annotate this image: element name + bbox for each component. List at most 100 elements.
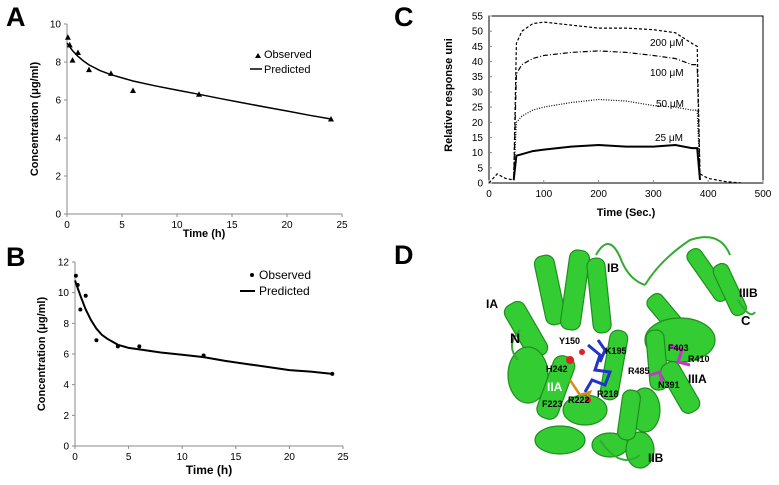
chart-a-legend: Observed Predicted: [250, 49, 312, 76]
chart-b-xlabel: Time (h): [186, 463, 232, 477]
domain-label-iib: IIB: [648, 451, 664, 465]
panel-letter-c: C: [394, 2, 414, 32]
domain-label-iiia: IIIA: [688, 372, 707, 386]
helix-bundle-left: [503, 249, 655, 469]
chart-a: 0 5 10 15 20 25 0 2 4 6 8 10 Time (h) Concentration…: [29, 20, 348, 241]
chart-b-xtick-label: 0: [72, 452, 78, 463]
ligand-site-1: [566, 339, 613, 403]
chart-a-observed-point: [75, 49, 81, 55]
chart-a-predicted-line: [66, 42, 332, 120]
chart-b-ytick-label: 2: [63, 411, 69, 422]
chart-b-observed-point: [83, 293, 88, 298]
chart-b-xtick-label: 25: [337, 452, 349, 463]
chart-a-observed-point: [64, 34, 71, 40]
legend-observed-label: Observed: [259, 268, 311, 282]
chart-c-xtick-label: 0: [486, 189, 492, 200]
series-label-200: 200 μM: [650, 38, 684, 49]
chart-a-xtick-label: 25: [336, 220, 348, 231]
chart-a-observed-point: [69, 57, 76, 63]
residue-h242: H242: [546, 364, 568, 374]
chart-b-ytick-label: 10: [58, 288, 70, 299]
chart-b-observed-point: [330, 371, 335, 376]
chart-b-legend: Observed Predicted: [240, 268, 311, 298]
chart-b-ytick-label: 12: [58, 258, 70, 269]
chart-c-ytick-label: 50: [472, 27, 484, 38]
chart-a-observed-point: [108, 70, 114, 76]
residue-n391: N391: [658, 380, 680, 390]
chart-a-xlabel: Time (h): [183, 228, 226, 240]
chart-b-observed-point: [75, 283, 80, 287]
chart-c-series-line-2: [513, 98, 701, 181]
chart-c-series-line-0: [488, 21, 742, 184]
residue-f223: F223: [542, 399, 563, 409]
chart-c-xtick-label: 100: [535, 189, 552, 200]
chart-b-xtick-label: 5: [126, 452, 132, 463]
chart-b-ytick-label: 4: [63, 380, 69, 391]
chart-c-ytick-label: 30: [472, 87, 484, 98]
chart-b-ytick-label: 0: [63, 442, 69, 453]
chart-c-xlabel: Time (Sec.): [597, 207, 656, 219]
chart-c-xtick-label: 200: [590, 189, 607, 200]
chart-a-observed-point: [86, 66, 92, 73]
ligand-site-2: [649, 343, 691, 383]
legend-predicted-label: Predicted: [259, 284, 310, 298]
chart-b-xtick-label: 20: [284, 452, 296, 463]
protein-structure: IA IB IIA IIB IIIA IIIB N C Y150 K195 H2…: [486, 236, 758, 469]
chart-c-ytick-label: 35: [472, 72, 484, 83]
domain-label-iia: IIA: [547, 380, 563, 394]
legend-predicted-label: Predicted: [264, 64, 310, 76]
chart-b-observed-point: [94, 338, 99, 343]
chart-b-xtick-label: 15: [230, 452, 242, 463]
chart-a-ylabel: Concentration (μg/ml): [29, 62, 41, 177]
domain-label-iiib: IIIB: [739, 286, 758, 300]
chart-b-observed-point: [78, 307, 83, 312]
chart-a-observed-point: [66, 41, 73, 48]
residue-f403: F403: [668, 343, 689, 353]
series-label-25: 25 μM: [655, 133, 683, 144]
chart-b-ylabel: Concentration (μg/ml): [36, 297, 48, 412]
series-label-100: 100 μM: [650, 68, 684, 79]
chart-c-ylabel: Relative response uni: [443, 38, 455, 152]
residue-r218: R218: [597, 389, 619, 399]
loops: [511, 236, 756, 461]
chart-a-ytick-label: 0: [55, 210, 61, 221]
chart-a-observed-point: [196, 91, 202, 97]
chart-a-xtick-label: 0: [64, 220, 70, 231]
panel-letter-d: D: [394, 240, 414, 270]
chart-a-observed-point: [328, 116, 334, 122]
chart-c-ytick-label: 15: [472, 133, 484, 144]
chart-a-xtick-label: 10: [171, 220, 183, 231]
chart-c-ytick-label: 45: [472, 42, 484, 53]
chart-c: 0 100 200 300 400 500 0 5 10 15 20 25 30 35 40 45 50 55 T…: [443, 12, 772, 220]
chart-b-ytick-label: 6: [63, 350, 69, 361]
legend-observed-marker: [250, 273, 254, 277]
residue-r485: R485: [628, 366, 650, 376]
panel-letter-a: A: [6, 2, 26, 32]
chart-c-frame: [488, 15, 764, 184]
chart-c-ytick-label: 55: [472, 12, 484, 23]
helix-bundle-right: [617, 247, 747, 441]
legend-observed-label: Observed: [264, 49, 312, 61]
chart-c-ytick-label: 5: [477, 163, 483, 174]
chart-c-series-line-1: [513, 50, 701, 181]
chart-b-ytick-label: 8: [63, 319, 69, 330]
chart-a-ytick-label: 10: [50, 20, 62, 31]
panel-letter-b: B: [6, 242, 26, 272]
chart-a-xtick-label: 5: [119, 220, 125, 231]
chart-c-xtick-label: 500: [755, 189, 772, 200]
legend-observed-marker: [255, 53, 261, 58]
chart-a-ytick-label: 8: [55, 58, 61, 69]
chart-c-xtick-label: 300: [645, 189, 662, 200]
domain-label-ib: IB: [607, 261, 619, 275]
chart-b-observed-point: [115, 344, 120, 349]
chart-c-series-line-3: [512, 143, 701, 181]
chart-c-ytick-label: 10: [472, 148, 484, 159]
domain-label-ia: IA: [486, 297, 498, 311]
chart-c-xtick-label: 400: [700, 189, 717, 200]
chart-a-observed-point: [130, 87, 136, 93]
chart-a-ytick-label: 2: [55, 172, 61, 183]
chart-c-ytick-label: 40: [472, 57, 484, 68]
chart-c-ytick-label: 0: [477, 179, 483, 190]
chart-b-observed-point: [201, 353, 206, 358]
